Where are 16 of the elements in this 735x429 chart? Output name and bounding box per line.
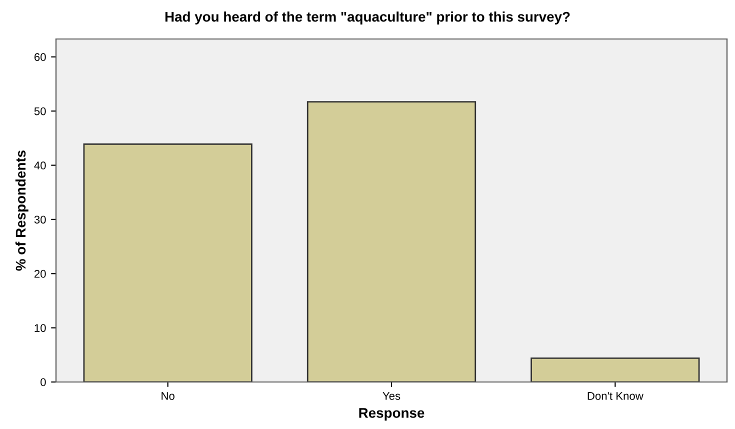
y-tick-label: 50 <box>34 107 46 116</box>
bar <box>306 101 476 382</box>
x-axis-title: Response <box>359 408 424 421</box>
x-tick-label: Yes <box>382 392 400 400</box>
y-tick-label: 60 <box>34 53 46 62</box>
x-tick-label: Don't Know <box>588 392 644 400</box>
chart-title: Had you heard of the term "aquaculture" prior to this survey? <box>165 12 570 24</box>
bar <box>83 143 252 382</box>
y-tick-label: 40 <box>34 162 46 170</box>
y-tick-label: 30 <box>34 216 46 224</box>
y-tick-label: 10 <box>34 324 46 332</box>
y-axis-title: % of Respondents <box>15 150 28 271</box>
x-tick-label: No <box>162 392 174 400</box>
y-tick-label: 20 <box>34 270 46 278</box>
y-tick-label: 0 <box>40 378 46 386</box>
bar <box>530 357 700 382</box>
